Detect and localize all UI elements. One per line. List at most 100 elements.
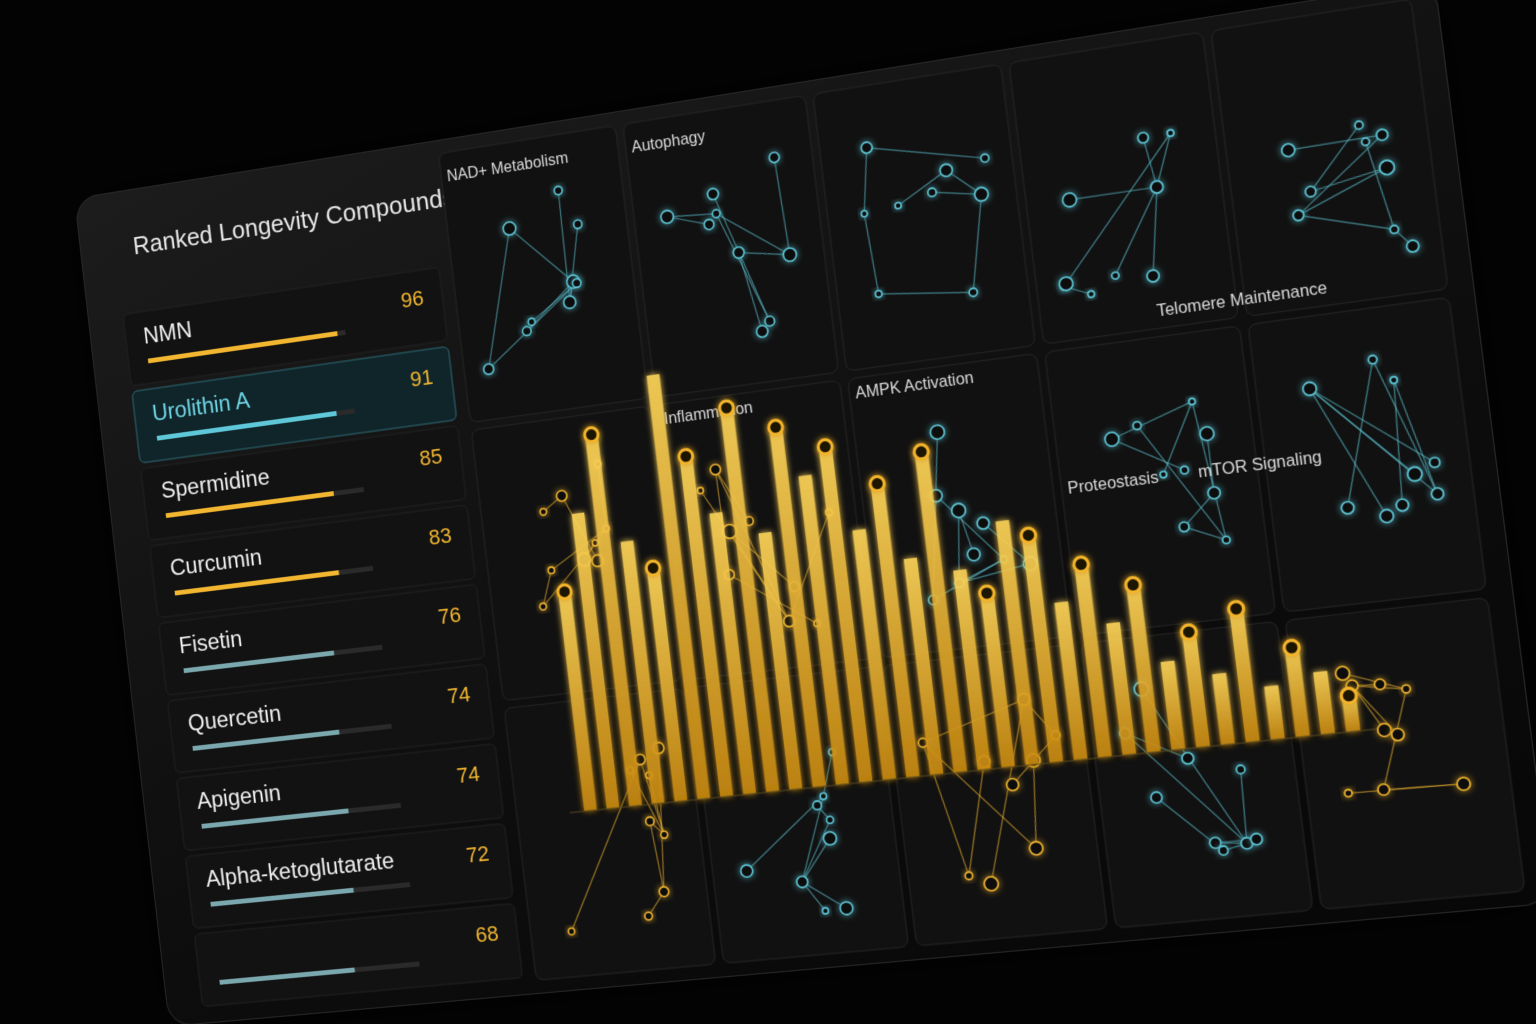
compound-score: 68	[474, 921, 500, 947]
card	[813, 64, 1036, 371]
atom	[764, 315, 775, 327]
bar	[709, 512, 757, 795]
bar	[646, 567, 688, 802]
card	[848, 353, 1072, 657]
atom	[1137, 132, 1149, 144]
atom	[812, 801, 821, 810]
bar-cap	[1073, 556, 1089, 572]
atom	[1180, 466, 1189, 475]
bar-cap	[913, 444, 929, 460]
atom	[1222, 536, 1230, 544]
bar-cap	[1181, 624, 1197, 640]
atom	[1391, 728, 1405, 741]
bar-cap	[1283, 640, 1300, 656]
atom	[980, 154, 989, 163]
atom	[740, 864, 753, 877]
atom	[659, 886, 670, 897]
bar	[585, 433, 642, 807]
atom	[645, 817, 654, 826]
compound-score: 96	[400, 286, 425, 313]
atom	[1402, 685, 1411, 694]
atom	[861, 141, 873, 154]
atom	[1250, 833, 1263, 845]
card	[1211, 0, 1448, 316]
card	[1045, 326, 1276, 635]
atom	[927, 188, 936, 197]
atom	[1207, 486, 1221, 499]
atom	[1396, 498, 1410, 511]
bar-cap	[817, 439, 833, 455]
atom	[1111, 272, 1119, 280]
compound-score: 74	[455, 761, 481, 788]
atom	[572, 278, 581, 288]
molecule	[655, 151, 805, 339]
card	[1285, 598, 1525, 910]
bar	[720, 407, 780, 793]
atom	[820, 793, 827, 800]
bar-cap	[1125, 577, 1141, 593]
atom	[1390, 225, 1399, 234]
compound-score: 85	[418, 444, 443, 471]
molecule	[727, 749, 854, 924]
atom	[1377, 784, 1390, 796]
bar-cap	[1340, 688, 1357, 704]
atom	[1341, 501, 1355, 514]
atom	[563, 295, 576, 309]
bar	[758, 531, 803, 790]
atom	[1376, 129, 1389, 142]
compound-row	[194, 903, 522, 1006]
bar	[852, 528, 897, 781]
bar-cap	[678, 449, 693, 465]
atom	[722, 524, 737, 539]
atom	[768, 151, 780, 164]
bar	[870, 482, 920, 778]
atom	[1189, 398, 1196, 405]
atom	[554, 186, 563, 195]
atom	[483, 363, 494, 375]
bar	[571, 512, 620, 809]
atom	[1406, 239, 1420, 252]
bar-cap	[869, 476, 885, 492]
atom	[839, 901, 853, 915]
atom	[1456, 777, 1471, 791]
atom	[1293, 209, 1305, 221]
atom	[976, 516, 989, 529]
compound-score: 76	[437, 602, 463, 629]
atom	[653, 742, 665, 754]
atom	[1179, 522, 1190, 533]
atom	[1344, 789, 1352, 797]
atom	[660, 831, 668, 839]
atom	[1088, 290, 1095, 297]
compound-score: 72	[465, 841, 491, 867]
atom	[951, 503, 966, 518]
atom	[1335, 666, 1351, 681]
atom	[556, 490, 567, 502]
bar-cap	[1020, 527, 1036, 543]
dashboard: Ranked Longevity Compounds NAD+ Metaboli…	[74, 0, 1536, 1024]
compound-row	[167, 664, 494, 773]
compound-score: 91	[409, 365, 434, 392]
atom	[704, 219, 715, 230]
atom	[1160, 471, 1167, 478]
atom	[1429, 457, 1440, 468]
bar-cap	[646, 560, 661, 575]
atom	[712, 209, 721, 218]
bar-cap	[1228, 601, 1245, 617]
atom	[566, 274, 580, 289]
molecule	[853, 124, 1006, 311]
atom	[697, 487, 704, 494]
atom	[1379, 509, 1394, 523]
atom	[823, 831, 837, 845]
atom	[1104, 432, 1119, 447]
atom	[969, 288, 978, 297]
card	[1081, 621, 1313, 928]
atom	[1377, 723, 1392, 737]
card	[623, 95, 839, 397]
atom	[1218, 846, 1228, 856]
atom	[965, 872, 973, 880]
atom	[1006, 778, 1019, 791]
atom	[1029, 841, 1044, 855]
atom	[707, 188, 719, 201]
atom	[1146, 269, 1159, 282]
